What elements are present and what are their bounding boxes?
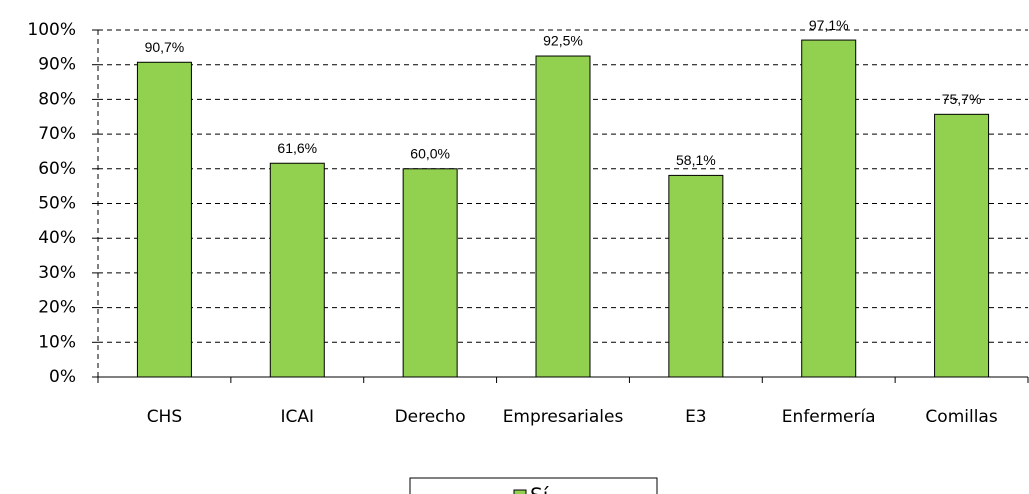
bar (402, 168, 458, 378)
y-tick-label: 20% (38, 298, 76, 318)
value-label: 60,0% (410, 146, 450, 162)
bar (801, 39, 857, 378)
legend-label: Sí (530, 484, 550, 494)
y-tick-label: 0% (49, 367, 76, 387)
bar (668, 174, 724, 378)
y-tick-label: 30% (38, 263, 76, 283)
y-tick-label: 10% (38, 332, 76, 352)
bar (535, 55, 591, 378)
bar (136, 61, 192, 378)
bar (934, 113, 990, 378)
value-label: 90,7% (145, 39, 185, 55)
legend-box (409, 477, 658, 494)
y-tick-label: 70% (38, 124, 76, 144)
y-tick-label: 90% (38, 55, 76, 75)
y-tick-label: 80% (38, 89, 76, 109)
x-tick-label: Comillas (925, 407, 997, 427)
value-label: 92,5% (543, 33, 583, 49)
value-label: 97,1% (809, 17, 849, 33)
x-tick-label: E3 (685, 407, 707, 427)
x-tick-label: ICAI (281, 407, 315, 427)
x-tick-label: CHS (147, 407, 182, 427)
x-tick-label: Derecho (395, 407, 466, 427)
x-tick-label: Empresariales (503, 407, 624, 427)
y-tick-label: 40% (38, 228, 76, 248)
value-label: 75,7% (942, 91, 982, 107)
bar (269, 162, 325, 378)
y-tick-label: 50% (38, 194, 76, 214)
y-tick-label: 100% (27, 20, 76, 40)
y-tick-label: 60% (38, 159, 76, 179)
x-tick-label: Enfermería (782, 407, 876, 427)
value-label: 61,6% (277, 140, 317, 156)
legend-swatch (513, 489, 527, 494)
value-label: 58,1% (676, 152, 716, 168)
